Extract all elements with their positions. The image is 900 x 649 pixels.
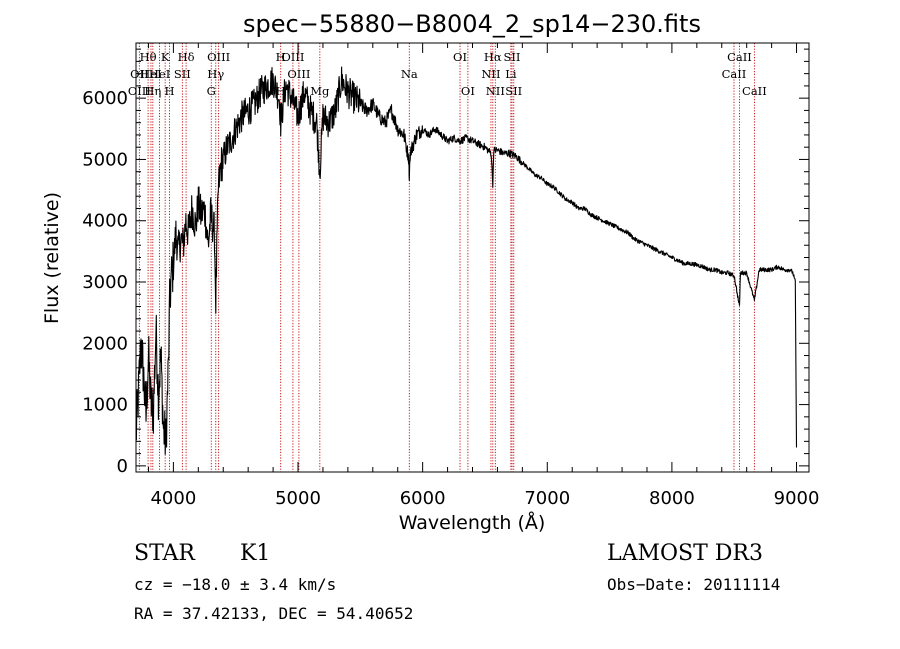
line-label: G xyxy=(207,84,216,98)
line-label: K xyxy=(161,50,170,64)
line-label: SII xyxy=(505,84,522,98)
line-label: OIII xyxy=(207,50,230,64)
y-axis-label: Flux (relative) xyxy=(41,192,63,324)
line-label: OII xyxy=(130,67,149,81)
line-label: OI xyxy=(453,50,467,64)
line-label: Na xyxy=(401,67,418,81)
y-tick-label: 4000 xyxy=(82,211,128,232)
x-tick-label: 9000 xyxy=(774,488,820,509)
y-axis-ticks: 0 1000 2000 3000 4000 5000 6000 xyxy=(82,48,809,477)
line-label: H xyxy=(276,50,286,64)
redshift-cz: cz = −18.0 ± 3.4 km/s xyxy=(134,575,336,594)
line-label: Mg xyxy=(310,84,330,98)
spectrum-trace-group xyxy=(135,66,798,455)
line-label: OIII xyxy=(287,67,310,81)
object-subclass: K1 xyxy=(240,541,270,566)
line-label: CaII xyxy=(742,84,767,98)
line-label: OIII xyxy=(281,50,304,64)
survey-name: LAMOST DR3 xyxy=(607,541,763,566)
line-label: CaII xyxy=(722,67,747,81)
line-label: H xyxy=(165,84,175,98)
x-tick-label: 5000 xyxy=(275,488,321,509)
y-tick-label: 3000 xyxy=(82,272,128,293)
plot-frame xyxy=(135,42,810,473)
observation-date: Obs−Date: 20111114 xyxy=(607,575,780,594)
line-label: HeI xyxy=(149,67,170,81)
line-label: Hγ xyxy=(207,67,224,81)
y-tick-label: 2000 xyxy=(82,333,128,354)
x-axis-ticks: 4000 5000 6000 7000 8000 9000 xyxy=(147,43,820,509)
line-label: SII xyxy=(504,50,521,64)
line-label: OI xyxy=(461,84,475,98)
x-tick-label: 8000 xyxy=(649,488,695,509)
spectrum-line xyxy=(135,66,798,455)
line-label: Hδ xyxy=(178,50,195,64)
object-class: STAR xyxy=(134,541,196,566)
x-tick-label: 4000 xyxy=(150,488,196,509)
spectral-line-markers xyxy=(138,43,755,472)
y-tick-label: 5000 xyxy=(82,149,128,170)
x-tick-label: 7000 xyxy=(524,488,570,509)
line-label: Hθ xyxy=(140,50,157,64)
line-label: OIII xyxy=(128,84,151,98)
chart-title: spec−55880−B8004_2_sp14−230.fits xyxy=(243,10,701,38)
line-label: Hα xyxy=(484,50,502,64)
coordinates: RA = 37.42133, DEC = 54.40652 xyxy=(134,604,413,623)
line-label: CaII xyxy=(727,50,752,64)
x-axis-label: Wavelength (Å) xyxy=(399,511,546,534)
line-label: NII xyxy=(486,84,505,98)
line-label: NII xyxy=(481,67,500,81)
y-tick-label: 0 xyxy=(117,456,128,477)
line-label: Li xyxy=(505,67,517,81)
line-label: Hη xyxy=(144,84,161,98)
y-tick-label: 6000 xyxy=(82,88,128,109)
x-tick-label: 6000 xyxy=(400,488,446,509)
line-label: SII xyxy=(174,67,191,81)
y-tick-label: 1000 xyxy=(82,395,128,416)
line-label: HeI xyxy=(140,67,161,81)
line-label: H xyxy=(276,84,286,98)
